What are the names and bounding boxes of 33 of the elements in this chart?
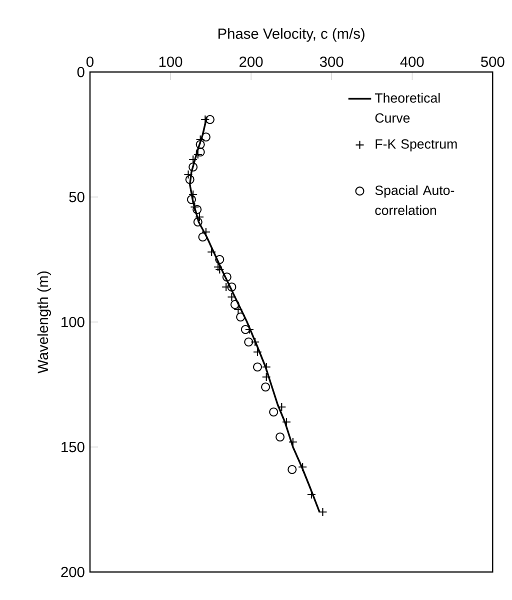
legend-label: Theoretical Curve bbox=[374, 92, 440, 123]
y-axis-title: Wavelength (m) bbox=[37, 271, 51, 374]
point bbox=[215, 254, 224, 264]
point bbox=[185, 174, 194, 184]
legend-label: F-K Spectrum bbox=[376, 139, 457, 152]
point bbox=[196, 147, 205, 157]
point bbox=[196, 140, 205, 150]
point bbox=[240, 324, 250, 334]
point bbox=[222, 272, 232, 282]
point bbox=[230, 300, 240, 310]
x-tick-label: 100 bbox=[159, 56, 182, 67]
point bbox=[269, 407, 278, 417]
y-tick-label: 0 bbox=[77, 66, 84, 78]
x-tick-label: 200 bbox=[240, 56, 263, 67]
point bbox=[276, 432, 285, 442]
point bbox=[201, 132, 210, 142]
y-tick-label: 150 bbox=[62, 442, 84, 452]
y-tick-label: 100 bbox=[62, 316, 84, 328]
x-tick-label: 0 bbox=[86, 56, 94, 67]
x-axis-title: Phase Velocity, c (m/s) bbox=[218, 28, 364, 42]
point bbox=[205, 114, 215, 124]
x-tick-label: 400 bbox=[400, 56, 424, 67]
legend-label: Spacial Auto-correlation bbox=[375, 185, 454, 216]
point bbox=[261, 382, 270, 392]
point bbox=[227, 282, 236, 292]
point bbox=[288, 464, 297, 474]
y-tick-label: 50 bbox=[69, 192, 84, 202]
x-tick-label: 500 bbox=[481, 56, 504, 67]
y-tick-label: 200 bbox=[61, 566, 84, 578]
point bbox=[192, 204, 202, 214]
point bbox=[236, 312, 246, 322]
point bbox=[188, 162, 198, 172]
x-tick-label: 300 bbox=[320, 56, 344, 67]
